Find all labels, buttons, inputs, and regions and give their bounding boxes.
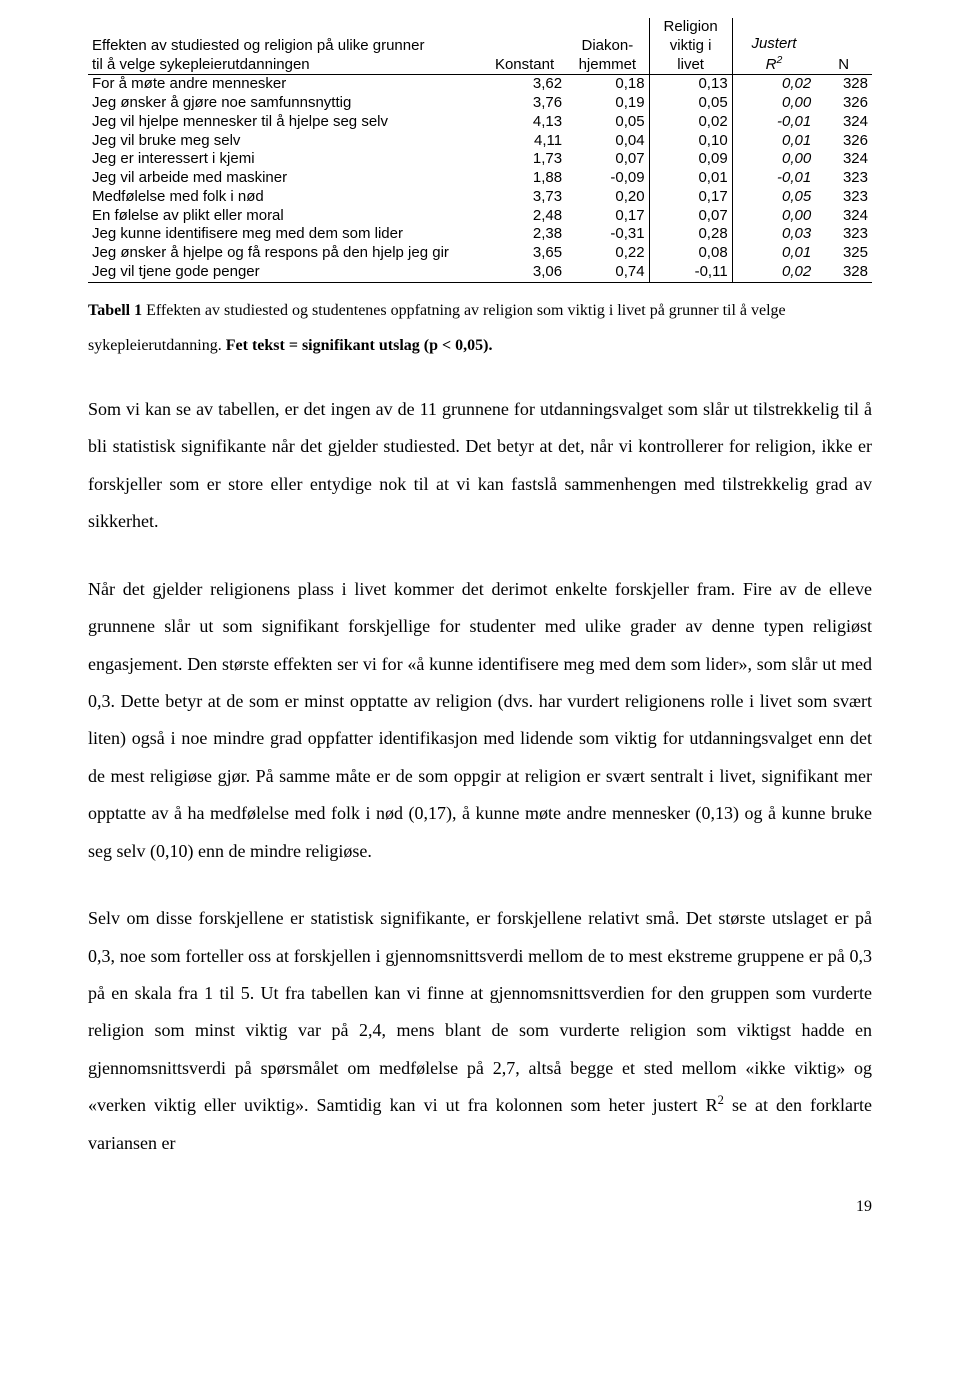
table-cell: Jeg vil hjelpe mennesker til å hjelpe se… xyxy=(88,113,483,132)
col-r2: Justert R2 xyxy=(732,18,815,75)
table-row: Jeg ønsker å gjøre noe samfunnsnyttig3,7… xyxy=(88,94,872,113)
table-cell: 0,17 xyxy=(566,207,649,226)
table-cell: -0,11 xyxy=(649,263,732,282)
table-cell: 323 xyxy=(815,188,872,207)
table-cell: 2,48 xyxy=(483,207,566,226)
table-cell: 323 xyxy=(815,169,872,188)
table-cell: 0,05 xyxy=(566,113,649,132)
table-cell: Jeg vil bruke meg selv xyxy=(88,132,483,151)
col-religion-2: viktig i xyxy=(649,37,732,56)
table-cell: 0,01 xyxy=(732,244,815,263)
table-cell: 3,06 xyxy=(483,263,566,282)
table-cell: 0,18 xyxy=(566,75,649,94)
table-cell: 323 xyxy=(815,225,872,244)
paragraph: Som vi kan se av tabellen, er det ingen … xyxy=(88,391,872,541)
table-cell: 0,17 xyxy=(649,188,732,207)
table-cell: Jeg ønsker å hjelpe og få respons på den… xyxy=(88,244,483,263)
table-cell: 0,00 xyxy=(732,150,815,169)
table-cell: 326 xyxy=(815,94,872,113)
table-cell: 0,00 xyxy=(732,207,815,226)
table-cell: 328 xyxy=(815,263,872,282)
table-cell: 324 xyxy=(815,207,872,226)
table-caption: Tabell 1 Effekten av studiested og stude… xyxy=(88,293,872,363)
body-text: Som vi kan se av tabellen, er det ingen … xyxy=(88,391,872,1162)
table-row: Jeg vil arbeide med maskiner1,88-0,090,0… xyxy=(88,169,872,188)
table-cell: 0,02 xyxy=(732,263,815,282)
col-n: N xyxy=(815,18,872,75)
table-cell: 4,11 xyxy=(483,132,566,151)
table-row: Jeg ønsker å hjelpe og få respons på den… xyxy=(88,244,872,263)
paragraph: Selv om disse forskjellene er statistisk… xyxy=(88,900,872,1162)
table-cell: En følelse av plikt eller moral xyxy=(88,207,483,226)
table-cell: -0,01 xyxy=(732,169,815,188)
table-row: Jeg vil tjene gode penger3,060,74-0,110,… xyxy=(88,263,872,282)
table-cell: 0,08 xyxy=(649,244,732,263)
table-row: Jeg er interessert i kjemi1,730,070,090,… xyxy=(88,150,872,169)
table-cell: 3,76 xyxy=(483,94,566,113)
page-number: 19 xyxy=(88,1192,872,1216)
page: Effekten av studiested og religion på ul… xyxy=(0,0,960,1392)
table-cell: -0,09 xyxy=(566,169,649,188)
table-cell: 4,13 xyxy=(483,113,566,132)
table-cell: 0,03 xyxy=(732,225,815,244)
table-cell: Jeg kunne identifisere meg med dem som l… xyxy=(88,225,483,244)
table-row: Jeg vil hjelpe mennesker til å hjelpe se… xyxy=(88,113,872,132)
table-cell: Jeg er interessert i kjemi xyxy=(88,150,483,169)
paragraph: Når det gjelder religionens plass i live… xyxy=(88,571,872,871)
table-cell: Jeg vil arbeide med maskiner xyxy=(88,169,483,188)
table-cell: 326 xyxy=(815,132,872,151)
table-cell: Medfølelse med folk i nød xyxy=(88,188,483,207)
col-diakon: Diakon- hjemmet xyxy=(566,18,649,75)
table-cell: 3,73 xyxy=(483,188,566,207)
table-cell: 0,05 xyxy=(649,94,732,113)
table-cell: 0,00 xyxy=(732,94,815,113)
table-row: Jeg kunne identifisere meg med dem som l… xyxy=(88,225,872,244)
table-cell: 0,04 xyxy=(566,132,649,151)
table-cell: 0,20 xyxy=(566,188,649,207)
table-row: Jeg vil bruke meg selv4,110,040,100,0132… xyxy=(88,132,872,151)
table-cell: 0,01 xyxy=(732,132,815,151)
table-cell: 324 xyxy=(815,150,872,169)
table-cell: 328 xyxy=(815,75,872,94)
col-konstant: Konstant xyxy=(483,18,566,75)
table-title: Effekten av studiested og religion på ul… xyxy=(88,18,483,75)
table-cell: 324 xyxy=(815,113,872,132)
table-cell: 1,88 xyxy=(483,169,566,188)
table-cell: For å møte andre mennesker xyxy=(88,75,483,94)
table-row: Medfølelse med folk i nød3,730,200,170,0… xyxy=(88,188,872,207)
table-cell: 1,73 xyxy=(483,150,566,169)
table-cell: 0,22 xyxy=(566,244,649,263)
table-row: En følelse av plikt eller moral2,480,170… xyxy=(88,207,872,226)
table-cell: 0,09 xyxy=(649,150,732,169)
table-cell: 0,28 xyxy=(649,225,732,244)
table-cell: Jeg vil tjene gode penger xyxy=(88,263,483,282)
table-cell: 0,10 xyxy=(649,132,732,151)
table-cell: 0,05 xyxy=(732,188,815,207)
table-cell: Jeg ønsker å gjøre noe samfunnsnyttig xyxy=(88,94,483,113)
table-cell: -0,31 xyxy=(566,225,649,244)
table-cell: 3,65 xyxy=(483,244,566,263)
regression-table: Effekten av studiested og religion på ul… xyxy=(88,18,872,283)
col-religion-1: Religion xyxy=(649,18,732,37)
table-cell: 2,38 xyxy=(483,225,566,244)
table-cell: 0,07 xyxy=(566,150,649,169)
caption-lead: Tabell 1 xyxy=(88,302,142,319)
table-cell: -0,01 xyxy=(732,113,815,132)
table-row: For å møte andre mennesker3,620,180,130,… xyxy=(88,75,872,94)
caption-note: Fet tekst = signifikant utslag (p < 0,05… xyxy=(226,337,493,354)
table-cell: 0,02 xyxy=(732,75,815,94)
table-cell: 0,07 xyxy=(649,207,732,226)
table-cell: 0,01 xyxy=(649,169,732,188)
table-cell: 325 xyxy=(815,244,872,263)
table-cell: 0,19 xyxy=(566,94,649,113)
col-religion-3: livet xyxy=(649,56,732,75)
table-cell: 0,74 xyxy=(566,263,649,282)
table-cell: 3,62 xyxy=(483,75,566,94)
table-cell: 0,13 xyxy=(649,75,732,94)
table-cell: 0,02 xyxy=(649,113,732,132)
